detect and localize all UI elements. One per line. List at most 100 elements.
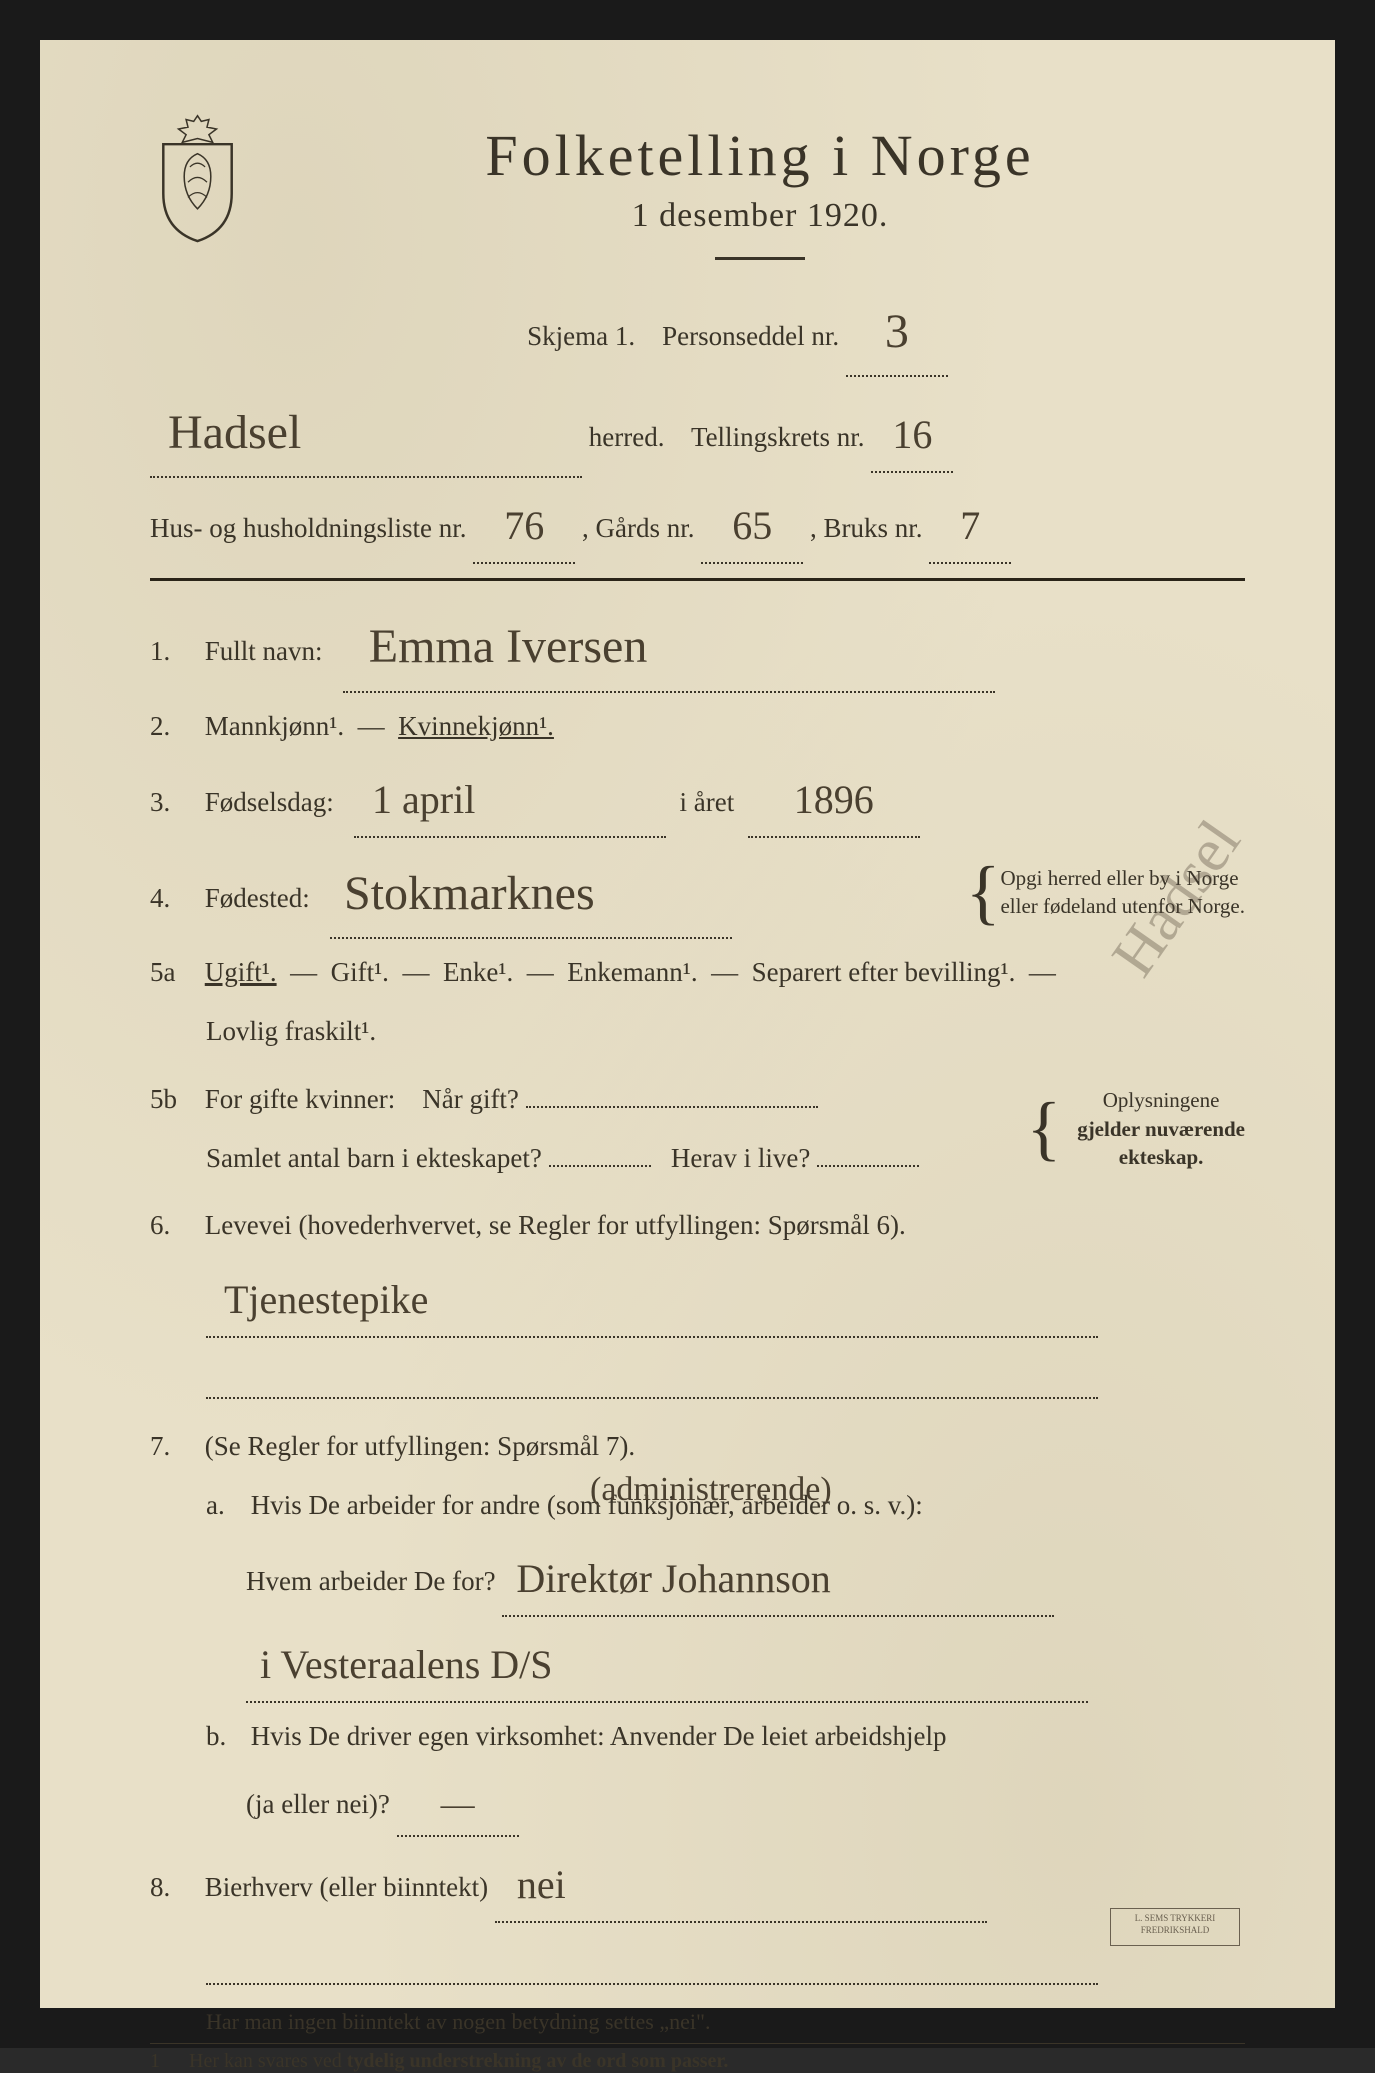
- q4-field: Stokmarknes: [330, 846, 732, 939]
- personseddel-nr: 3: [885, 286, 909, 377]
- q3-iaret: i året: [680, 787, 735, 817]
- census-form-paper: Folketelling i Norge 1 desember 1920. Sk…: [40, 40, 1335, 2008]
- q7b-num: b.: [206, 1711, 244, 1762]
- q8-label: Bierhverv (eller biinntekt): [205, 1872, 488, 1902]
- q5b-brace-icon: {: [1027, 1107, 1062, 1150]
- q5b-herav-field: [817, 1165, 919, 1167]
- q5a-opt-0: Ugift¹.: [205, 957, 277, 987]
- q7-intro: (Se Regler for utfyllingen: Spørsmål 7).: [205, 1431, 635, 1461]
- q5b-barn-field: [549, 1165, 651, 1167]
- herred-field: Hadsel: [150, 385, 582, 478]
- q7b-l2-val: —: [441, 1773, 475, 1838]
- q5a-opt-1: Gift¹.: [331, 957, 389, 987]
- q2-kvinne: Kvinnekjønn¹.: [398, 711, 554, 741]
- q6-blank: [150, 1346, 1245, 1399]
- hus-nr: 76: [504, 488, 544, 564]
- q3-daymonth-field: 1 april: [354, 760, 666, 838]
- q5a-row2: Lovlig fraskilt¹.: [150, 1006, 1245, 1057]
- hus-line: Hus- og husholdningsliste nr. 76 , Gårds…: [150, 486, 1245, 564]
- q7a-l3-field: i Vesteraalens D/S: [246, 1625, 1088, 1703]
- q1-row: 1. Fullt navn: Emma Iversen: [150, 599, 1245, 692]
- q7b-l2-field: —: [397, 1771, 519, 1838]
- q7a-l3-val: i Vesteraalens D/S: [252, 1627, 553, 1703]
- q5a-opt-4: Separert efter bevilling¹.: [752, 957, 1016, 987]
- q8-blank: [150, 1931, 1245, 1984]
- gards-label: Gårds nr.: [596, 513, 695, 543]
- q4-row: 4. Fødested: Stokmarknes { Opgi herred e…: [150, 846, 1245, 939]
- q7a-l2-val: Direktør Johannson: [508, 1541, 830, 1617]
- q3-year: 1896: [794, 762, 874, 838]
- q5b-row1: 5b For gifte kvinner: Når gift?: [150, 1074, 1011, 1125]
- hus-label: Hus- og husholdningsliste nr.: [150, 513, 467, 543]
- q4-label: Fødested:: [205, 883, 310, 913]
- q7a-l2-field: Direktør Johannson: [502, 1539, 1054, 1617]
- bruks-nr: 7: [960, 488, 980, 564]
- page-frame: Folketelling i Norge 1 desember 1920. Sk…: [0, 0, 1375, 2048]
- q3-row: 3. Fødselsdag: 1 april i året 1896: [150, 760, 1245, 838]
- herred-line: Hadsel herred. Tellingskrets nr. 16: [150, 385, 1245, 478]
- gards-nr: 65: [732, 488, 772, 564]
- q7a-row2: Hvem arbeider De for? Direktør Johannson: [150, 1539, 1245, 1617]
- gards-field: 65: [701, 486, 803, 564]
- title-block: Folketelling i Norge 1 desember 1920.: [275, 110, 1245, 274]
- q5a-opt-3: Enkemann¹.: [567, 957, 697, 987]
- q7a-row3: i Vesteraalens D/S: [150, 1625, 1245, 1703]
- q3-year-field: 1896: [748, 760, 920, 838]
- skjema-line: Skjema 1. Personseddel nr. 3: [230, 284, 1245, 377]
- q5b-nargift: Når gift?: [422, 1084, 519, 1114]
- skjema-label: Skjema 1.: [527, 321, 635, 351]
- q7a-annotation: (administrerende): [590, 1458, 832, 1523]
- sub-title: 1 desember 1920.: [275, 197, 1245, 235]
- q4-value: Stokmarknes: [336, 848, 595, 939]
- q6-num: 6.: [150, 1200, 198, 1251]
- q6-field-2: [206, 1346, 1098, 1399]
- q5b-side-l3: ekteskap.: [1119, 1145, 1204, 1169]
- q6-value: Tjenestepike: [212, 1262, 428, 1338]
- main-title: Folketelling i Norge: [275, 122, 1245, 189]
- herred-value: Hadsel: [156, 387, 301, 478]
- q5a-opt-2: Enke¹.: [443, 957, 513, 987]
- q6-field: Tjenestepike: [206, 1260, 1098, 1338]
- q5a-line2: Lovlig fraskilt¹.: [206, 1016, 376, 1046]
- q5a-num: 5a: [150, 947, 198, 998]
- q2-row: 2. Mannkjønn¹. — Kvinnekjønn¹.: [150, 701, 1245, 752]
- q7-num: 7.: [150, 1421, 198, 1472]
- q5b-herav: Herav i live?: [671, 1143, 810, 1173]
- meta-divider: [150, 578, 1245, 581]
- q8-value: nei: [501, 1847, 566, 1923]
- q2-dash: —: [358, 711, 385, 741]
- q5b-side-l1: Oplysningene: [1103, 1088, 1220, 1112]
- coat-of-arms-icon: [150, 110, 245, 240]
- q8-row: 8. Bierhverv (eller biinntekt) nei: [150, 1845, 1245, 1923]
- crest-svg: [150, 110, 245, 243]
- tellingskrets-nr: 16: [892, 397, 932, 473]
- q5b-row2: Samlet antal barn i ekteskapet? Herav i …: [150, 1133, 1011, 1184]
- q5a-row: 5a Ugift¹. — Gift¹. — Enke¹. — Enkemann¹…: [150, 947, 1245, 998]
- q5b-barn: Samlet antal barn i ekteskapet?: [206, 1143, 542, 1173]
- q1-label: Fullt navn:: [205, 636, 323, 666]
- tellingskrets-label: Tellingskrets nr.: [691, 422, 865, 452]
- header-row: Folketelling i Norge 1 desember 1920.: [150, 110, 1245, 274]
- q5b-nargift-field: [526, 1106, 818, 1108]
- q7b-l1: Hvis De driver egen virksomhet: Anvender…: [251, 1721, 947, 1751]
- printer-stamp: L. SEMS TRYKKERI FREDRIKSHALD: [1110, 1908, 1240, 1946]
- hus-field: 76: [473, 486, 575, 564]
- herred-label: herred.: [589, 422, 665, 452]
- footnote-num: 1: [150, 2050, 184, 2073]
- q5b-num: 5b: [150, 1074, 198, 1125]
- stamp-l1: L. SEMS TRYKKERI: [1135, 1913, 1216, 1923]
- q6-val-row: Tjenestepike: [150, 1260, 1245, 1338]
- q7a-l2-label: Hvem arbeider De for?: [246, 1566, 496, 1596]
- footnote-text: Her kan svares ved tydelig understreknin…: [189, 2050, 728, 2072]
- q8-field: nei: [495, 1845, 987, 1923]
- q7b-row1: b. Hvis De driver egen virksomhet: Anven…: [150, 1711, 1245, 1762]
- title-rule: [715, 257, 805, 260]
- stamp-l2: FREDRIKSHALD: [1141, 1925, 1210, 1935]
- bottom-note: Har man ingen biinntekt av nogen betydni…: [150, 2009, 1245, 2035]
- q2-num: 2.: [150, 701, 198, 752]
- bruks-label: Bruks nr.: [824, 513, 923, 543]
- bruks-field: 7: [929, 486, 1011, 564]
- q5b-side-note: Oplysningene gjelder nuværende ekteskap.: [1077, 1086, 1245, 1171]
- personseddel-nr-field: 3: [846, 284, 948, 377]
- q5b-block: 5b For gifte kvinner: Når gift? Samlet a…: [150, 1066, 1245, 1193]
